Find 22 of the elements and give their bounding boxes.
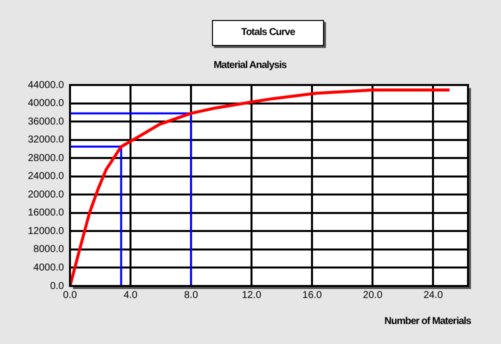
y-tick-label: 4000.0: [33, 262, 64, 274]
chart-subtitle: Material Analysis: [212, 60, 288, 71]
x-tick-label: 24.0: [423, 290, 444, 301]
x-tick-label: 12.0: [242, 290, 262, 301]
y-tick-label: 36000.0: [28, 116, 64, 128]
x-tick-label: 20.0: [362, 290, 383, 301]
y-tick-label: 44000.0: [28, 80, 64, 91]
y-tick-label: 28000.0: [28, 152, 64, 164]
chart-title: Totals Curve: [212, 20, 324, 46]
y-tick-label: 16000.0: [28, 208, 64, 219]
x-tick-label: 16.0: [302, 290, 322, 301]
y-tick-label: 12000.0: [28, 226, 64, 237]
x-axis-title: Number of Materials: [384, 316, 471, 327]
x-tick-label: 8.0: [184, 290, 198, 301]
y-tick-label: 32000.0: [28, 134, 64, 146]
y-tick-label: 20000.0: [28, 189, 64, 200]
y-tick-label: 40000.0: [28, 98, 64, 110]
y-tick-label: 24000.0: [28, 171, 64, 182]
y-tick-label: 8000.0: [33, 244, 64, 256]
y-tick-label: 0.0: [50, 280, 64, 292]
x-tick-label: 4.0: [124, 290, 138, 301]
x-tick-label: 0.0: [63, 290, 78, 301]
